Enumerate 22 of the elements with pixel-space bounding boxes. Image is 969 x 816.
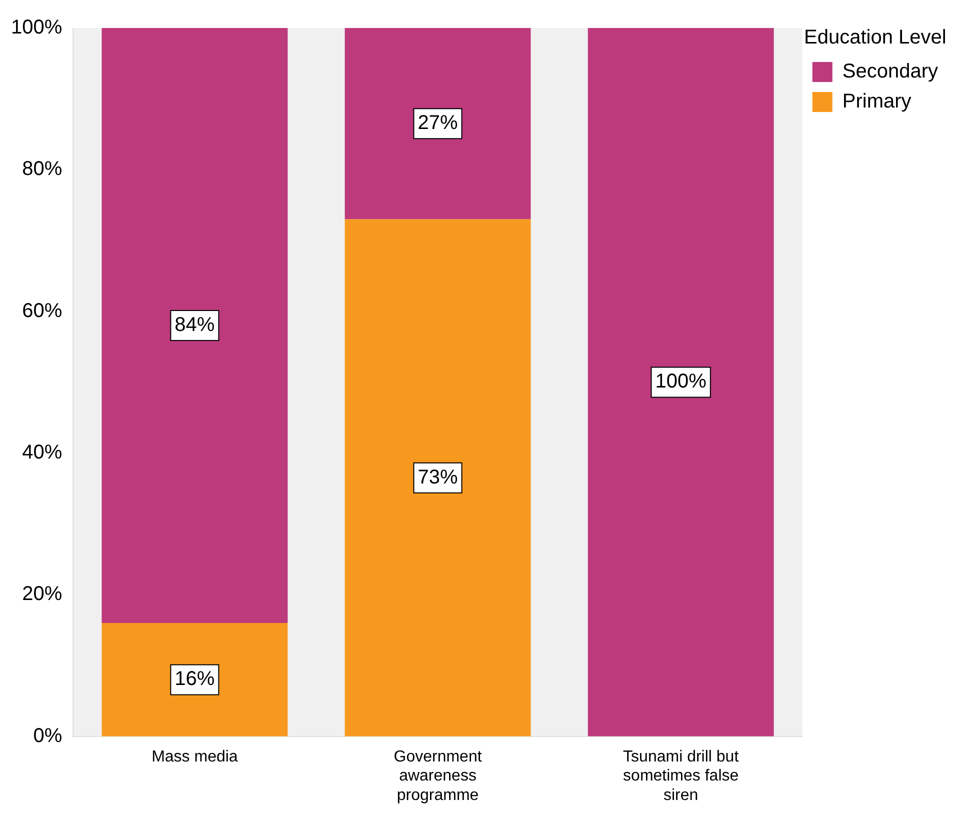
bar [344, 28, 531, 220]
y-tick-label: 20% [22, 583, 62, 606]
x-tick-label: Mass media [152, 748, 238, 766]
legend-label: Secondary [842, 60, 938, 83]
bar [588, 28, 774, 736]
data-label: 27% [418, 112, 458, 134]
y-tick-label: 40% [22, 442, 62, 464]
bar [102, 28, 288, 624]
y-tick-label: 100% [10, 16, 62, 39]
data-label: 16% [174, 668, 215, 690]
data-label: 84% [174, 314, 215, 336]
bar [102, 623, 288, 736]
data-label: 73% [418, 466, 458, 488]
legend-title: Education Level [804, 26, 946, 49]
x-tick-label: Government awareness programme [394, 748, 482, 804]
x-tick-label: Tsunami drill but sometimes false siren [623, 748, 740, 804]
y-tick-label: 80% [22, 158, 62, 180]
legend-label: Primary [842, 90, 912, 113]
bar [344, 219, 531, 736]
y-tick-label: 60% [22, 300, 62, 322]
y-tick-label: 0% [33, 724, 62, 747]
data-label: 100% [655, 370, 707, 393]
